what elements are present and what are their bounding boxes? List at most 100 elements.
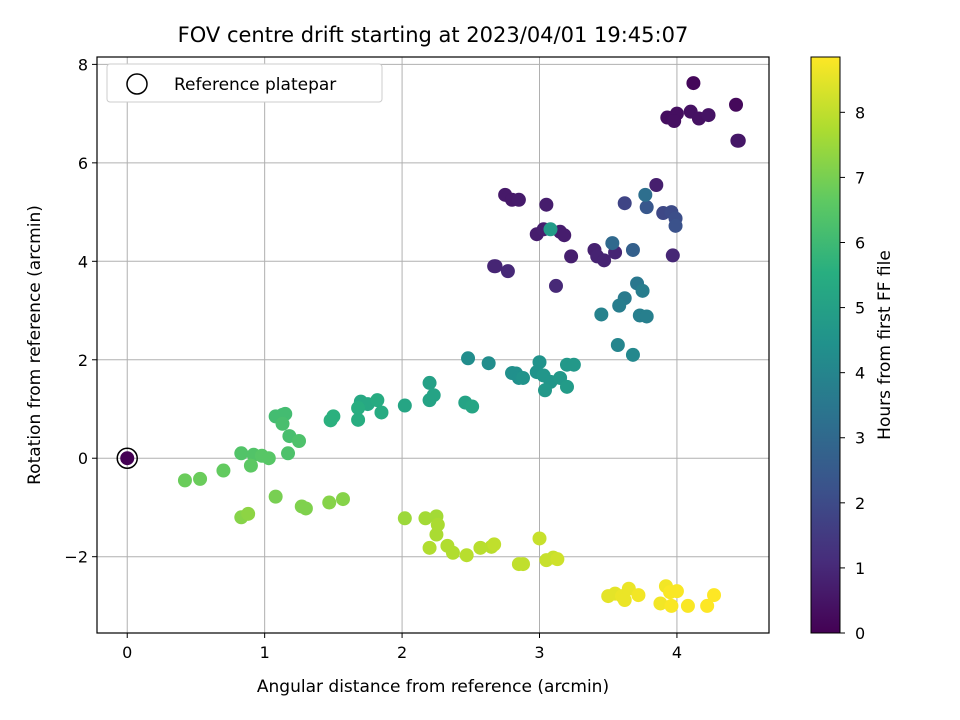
data-point — [639, 200, 654, 215]
data-point — [730, 133, 745, 148]
data-point — [668, 218, 683, 233]
data-point — [664, 598, 679, 613]
chart-title: FOV centre drift starting at 2023/04/01 … — [178, 23, 689, 47]
data-point — [700, 598, 715, 613]
data-point — [281, 446, 296, 461]
data-point — [193, 471, 208, 486]
y-tick-label: 2 — [78, 351, 88, 370]
y-axis-label: Rotation from reference (arcmin) — [25, 205, 45, 485]
data-points — [177, 76, 746, 613]
data-point — [631, 588, 646, 603]
data-point — [397, 511, 412, 526]
data-point — [516, 370, 531, 385]
data-point — [465, 399, 480, 414]
x-tick-label: 4 — [672, 643, 682, 662]
y-tick-label: 0 — [78, 449, 88, 468]
data-point — [473, 540, 488, 555]
data-point — [335, 492, 350, 507]
data-point — [322, 495, 337, 510]
data-point — [625, 242, 640, 257]
y-tick-label: 4 — [78, 252, 88, 271]
data-point — [500, 264, 515, 279]
data-point — [241, 506, 256, 521]
colorbar-tick-label: 3 — [855, 429, 865, 448]
reference-layer — [116, 447, 138, 469]
data-point — [459, 548, 474, 563]
data-point — [422, 540, 437, 555]
x-tick-label: 2 — [397, 643, 407, 662]
data-point — [481, 356, 496, 371]
data-point — [701, 108, 716, 123]
y-tick-label: 8 — [78, 55, 88, 74]
colorbar-tick-label: 0 — [855, 624, 865, 643]
data-point — [729, 97, 744, 112]
data-point — [649, 178, 664, 192]
data-point — [177, 473, 192, 488]
data-point — [539, 197, 554, 212]
colorbar: 0 1 2 3 4 5 6 7 8 Hours from first FF file — [810, 56, 895, 643]
data-point — [665, 248, 680, 263]
data-point — [292, 434, 307, 448]
data-point — [422, 375, 437, 390]
data-point — [610, 338, 625, 352]
x-axis-ticks: 0 1 2 3 4 — [122, 633, 682, 662]
data-point — [707, 588, 722, 603]
data-point — [487, 537, 502, 552]
data-point — [543, 222, 558, 237]
colorbar-tick-label: 1 — [855, 559, 865, 578]
data-point — [298, 501, 313, 516]
colorbar-tick-label: 7 — [855, 168, 865, 187]
data-point — [550, 552, 565, 567]
data-point — [653, 596, 668, 611]
colorbar-gradient — [810, 56, 841, 634]
data-point — [686, 76, 701, 91]
data-point — [566, 357, 581, 372]
colorbar-tick-label: 5 — [855, 299, 865, 318]
y-tick-label: 6 — [78, 154, 88, 173]
legend: Reference platepar — [106, 63, 383, 103]
data-point — [669, 584, 684, 599]
data-point — [261, 451, 276, 466]
data-point — [323, 413, 338, 428]
data-point — [635, 283, 650, 298]
x-axis-label: Angular distance from reference (arcmin) — [257, 677, 609, 697]
colorbar-tick-label: 2 — [855, 494, 865, 513]
data-point — [429, 527, 444, 542]
data-point — [617, 196, 632, 211]
reference-platepar-marker — [116, 447, 138, 469]
reference-fill-point — [120, 451, 135, 466]
data-point — [461, 351, 476, 366]
data-point — [638, 187, 653, 202]
data-point — [418, 511, 433, 526]
data-point — [511, 192, 526, 207]
data-point — [532, 531, 547, 546]
colorbar-tick-label: 8 — [855, 103, 865, 122]
data-point — [557, 228, 572, 243]
colorbar-tick-label: 4 — [855, 364, 865, 383]
data-point — [605, 236, 620, 251]
data-point — [351, 401, 366, 416]
colorbar-label: Hours from first FF file — [875, 250, 895, 440]
colorbar-ticks: 0 1 2 3 4 5 6 7 8 — [840, 103, 865, 643]
data-point — [548, 278, 563, 293]
data-point — [625, 347, 640, 362]
x-tick-label: 3 — [534, 643, 544, 662]
data-point — [275, 416, 290, 431]
data-point — [617, 593, 632, 608]
colorbar-tick-label: 6 — [855, 233, 865, 252]
data-point — [397, 398, 412, 413]
data-point — [612, 298, 627, 313]
data-point — [234, 446, 249, 461]
legend-box — [106, 63, 383, 103]
y-tick-label: −2 — [64, 548, 88, 567]
data-point — [538, 383, 552, 398]
legend-label: Reference platepar — [174, 75, 336, 95]
plot-frame — [96, 56, 770, 634]
data-point — [639, 309, 654, 324]
data-point — [374, 405, 389, 420]
x-tick-label: 0 — [122, 643, 132, 662]
data-point — [559, 379, 574, 394]
data-point — [445, 545, 460, 560]
data-point — [667, 114, 682, 128]
